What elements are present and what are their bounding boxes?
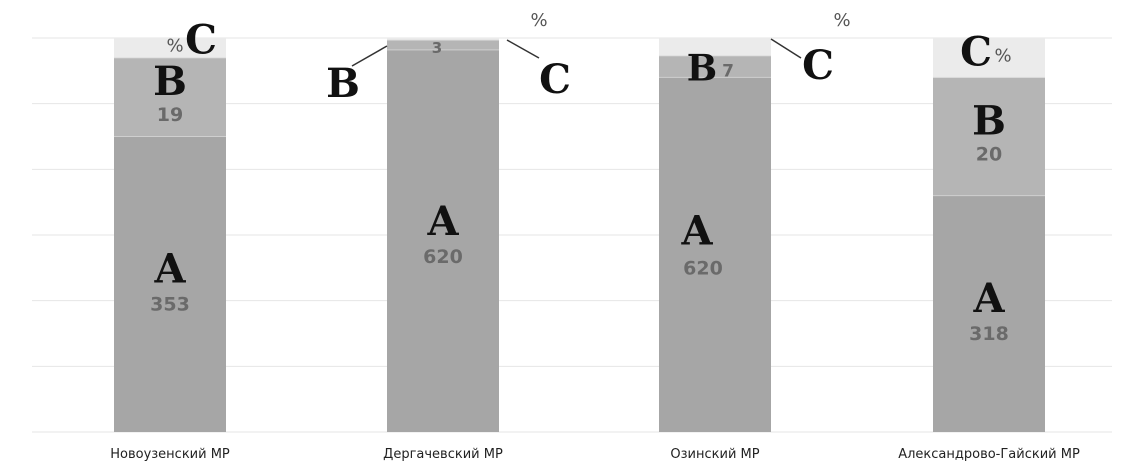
category-label: Новоузенский МР: [110, 447, 230, 462]
bar-segment-c: [387, 38, 499, 40]
data-label-c: %: [994, 45, 1011, 66]
leader-line-c: [506, 39, 540, 59]
bar-segment-a: [114, 136, 226, 432]
category-label: Дергачевский МР: [383, 447, 503, 462]
data-label-b: 19: [157, 104, 183, 126]
bar-segment-b: [387, 39, 499, 50]
series-letter-c: C: [960, 28, 992, 75]
bar-segment-c: [659, 38, 771, 56]
category-label: Озинский МР: [670, 447, 759, 462]
series-letter-b: B: [153, 58, 187, 105]
data-label-b: 20: [976, 144, 1002, 166]
bar-segment-b: [659, 55, 771, 78]
data-label-a: 620: [683, 258, 723, 280]
bar-segment-a: [659, 77, 771, 433]
data-label-c: %: [530, 10, 547, 31]
series-letter-c: C: [802, 42, 834, 89]
bar-segment-b: [933, 77, 1045, 196]
series-letter-a: A: [972, 275, 1005, 322]
series-letter-a: A: [153, 245, 186, 292]
data-label-a: 353: [150, 293, 190, 315]
bar-segment-a: [387, 49, 499, 432]
series-letter-b: B: [326, 60, 360, 107]
bar-segment-a: [933, 195, 1045, 432]
bar-segment-c: [933, 38, 1045, 78]
leader-line-b: [351, 45, 388, 67]
data-label-a: 620: [423, 246, 463, 268]
bar-segment-c: [114, 38, 226, 58]
data-label-c: %: [833, 10, 850, 31]
data-label-b: 7: [722, 62, 734, 82]
data-label-a: 318: [969, 323, 1009, 345]
bar-segment-b: [114, 57, 226, 137]
series-letter-a: A: [426, 198, 459, 245]
series-letter-c: C: [539, 56, 571, 103]
category-label: Александрово-Гайский МР: [898, 447, 1080, 462]
series-letter-a: A: [680, 208, 713, 255]
data-label-c: %: [166, 36, 183, 57]
series-letter-b: B: [687, 48, 717, 90]
data-label-b: 3: [432, 39, 442, 57]
series-letter-b: B: [972, 98, 1006, 145]
series-letter-c: C: [185, 17, 217, 64]
leader-line-c: [770, 38, 802, 59]
